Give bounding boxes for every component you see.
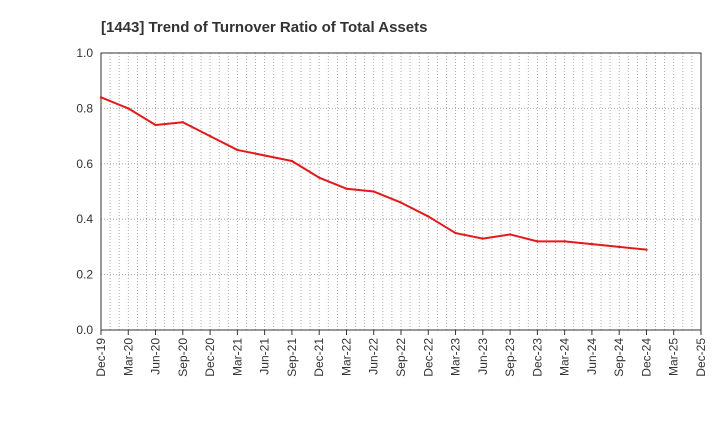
data-point xyxy=(263,154,266,157)
data-point xyxy=(208,134,212,138)
x-tick-label: Dec-19 xyxy=(94,338,108,377)
x-tick-label: Jun-23 xyxy=(476,338,490,375)
x-tick-label: Mar-25 xyxy=(667,338,681,376)
x-tick-labels: Dec-19 Mar-20 Jun-20 Sep-20 Dec-20 Mar-21 Jun-… xyxy=(94,338,708,377)
x-tick-label: Dec-20 xyxy=(203,338,217,377)
x-tick-label: Sep-21 xyxy=(285,338,299,377)
x-tick-label: Sep-22 xyxy=(394,338,408,377)
x-tick-label: Jun-20 xyxy=(149,338,163,375)
x-tick-label: Mar-22 xyxy=(339,338,353,376)
x-tick-label: Sep-20 xyxy=(176,338,190,377)
y-tick-label: 0.8 xyxy=(76,101,93,115)
x-tick-label: Jun-21 xyxy=(258,338,272,375)
x-tick-label: Jun-22 xyxy=(367,338,381,375)
y-tick-label: 0.4 xyxy=(76,212,93,226)
data-point xyxy=(481,237,485,240)
data-point xyxy=(154,123,157,127)
x-tick-label: Jun-24 xyxy=(585,338,599,375)
data-point xyxy=(181,121,185,124)
data-point xyxy=(454,231,457,235)
data-point xyxy=(290,159,294,163)
data-point xyxy=(536,240,539,243)
x-tick-label: Dec-24 xyxy=(639,338,653,377)
data-point xyxy=(645,248,648,251)
data-point xyxy=(236,148,239,152)
data-point xyxy=(317,176,321,179)
data-point xyxy=(127,107,130,110)
data-point xyxy=(345,187,348,190)
x-tick-label: Sep-24 xyxy=(612,338,626,377)
x-tick-label: Dec-22 xyxy=(421,338,435,377)
x-tick-label: Mar-20 xyxy=(121,338,135,376)
y-tick-label: 0.2 xyxy=(76,268,93,282)
x-tick-label: Mar-23 xyxy=(449,338,463,376)
chart-title: [1443] Trend of Turnover Ratio of Total … xyxy=(101,19,427,36)
y-tick-label: 1.0 xyxy=(76,46,93,60)
x-tick-label: Mar-21 xyxy=(230,338,244,376)
data-point xyxy=(372,190,375,193)
data-point xyxy=(590,242,594,246)
axes xyxy=(100,52,702,335)
x-tick-label: Dec-23 xyxy=(530,338,544,377)
data-point xyxy=(427,215,430,218)
data-point xyxy=(617,245,621,249)
data-point xyxy=(99,96,103,99)
data-point xyxy=(508,233,512,236)
y-tick-labels: 0.0 0.2 0.4 0.6 0.8 1.0 xyxy=(76,46,93,337)
x-tick-label: Mar-24 xyxy=(558,338,572,376)
data-point xyxy=(563,240,566,243)
data-point xyxy=(399,201,403,204)
series-layer xyxy=(99,96,648,251)
grid-lines xyxy=(101,53,701,330)
x-tick-label: Dec-21 xyxy=(312,338,326,377)
y-tick-label: 0.0 xyxy=(76,323,93,337)
x-tick-label: Sep-23 xyxy=(503,338,517,377)
y-tick-label: 0.6 xyxy=(76,157,93,171)
x-tick-label: Dec-25 xyxy=(694,338,708,377)
